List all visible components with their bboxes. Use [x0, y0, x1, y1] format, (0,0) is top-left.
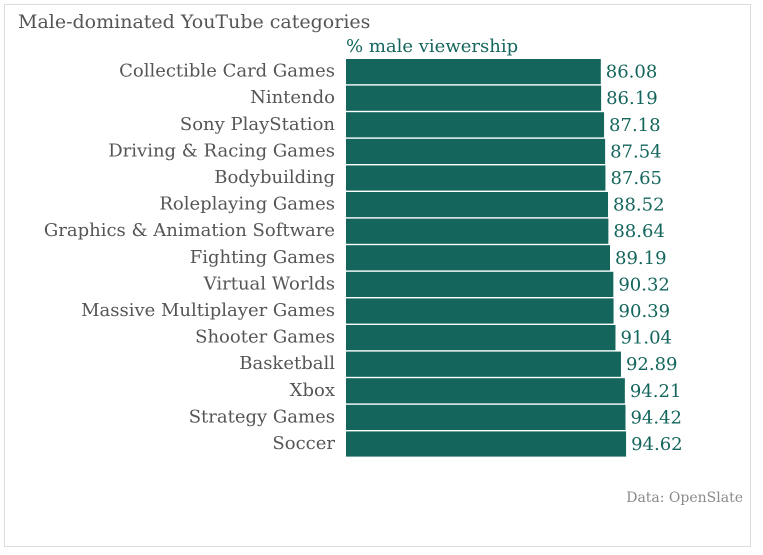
value-label: 91.04: [620, 328, 672, 349]
category-label: Collectible Card Games: [119, 61, 335, 82]
value-axis-title: % male viewership: [346, 36, 519, 57]
bar-14: [346, 404, 626, 430]
bar-10: [346, 298, 614, 324]
category-label: Sony PlayStation: [180, 114, 336, 135]
category-label: Soccer: [272, 433, 335, 454]
category-label: Bodybuilding: [214, 167, 335, 188]
value-label: 89.19: [615, 248, 667, 269]
value-label: 92.89: [626, 354, 678, 375]
category-label: Fighting Games: [190, 247, 335, 268]
bar-4: [346, 138, 606, 164]
category-label: Basketball: [239, 353, 335, 374]
value-label: 88.64: [613, 221, 665, 242]
category-label: Strategy Games: [189, 406, 335, 427]
value-label: 94.62: [631, 434, 683, 455]
bar-8: [346, 245, 611, 271]
bar-9: [346, 271, 614, 297]
category-label: Driving & Racing Games: [108, 140, 335, 161]
value-label: 86.19: [606, 88, 658, 109]
chart-title: Male-dominated YouTube categories: [18, 11, 371, 33]
value-label: 86.08: [606, 62, 658, 83]
value-label: 94.21: [630, 381, 682, 402]
bar-15: [346, 431, 627, 457]
bar-3: [346, 112, 605, 138]
value-label: 90.39: [619, 301, 671, 322]
bar-12: [346, 351, 621, 377]
value-label: 87.54: [610, 141, 662, 162]
value-label: 87.65: [610, 168, 662, 189]
category-label: Massive Multiplayer Games: [81, 300, 335, 321]
bar-11: [346, 325, 616, 351]
bar-5: [346, 165, 606, 191]
bar-7: [346, 218, 609, 244]
value-label: 87.18: [609, 115, 661, 136]
category-label: Nintendo: [250, 87, 335, 108]
value-label: 88.52: [613, 195, 665, 216]
bar-2: [346, 85, 602, 111]
category-label: Roleplaying Games: [159, 194, 335, 215]
bar-1: [346, 59, 601, 85]
category-label: Graphics & Animation Software: [44, 220, 335, 241]
source-note: Data: OpenSlate: [626, 490, 743, 506]
value-label: 90.32: [618, 274, 670, 295]
category-label: Virtual Worlds: [203, 273, 335, 294]
category-label: Shooter Games: [195, 327, 335, 348]
bar-13: [346, 378, 625, 404]
value-label: 94.42: [630, 407, 682, 428]
bar-6: [346, 192, 609, 218]
category-label: Xbox: [290, 380, 335, 401]
